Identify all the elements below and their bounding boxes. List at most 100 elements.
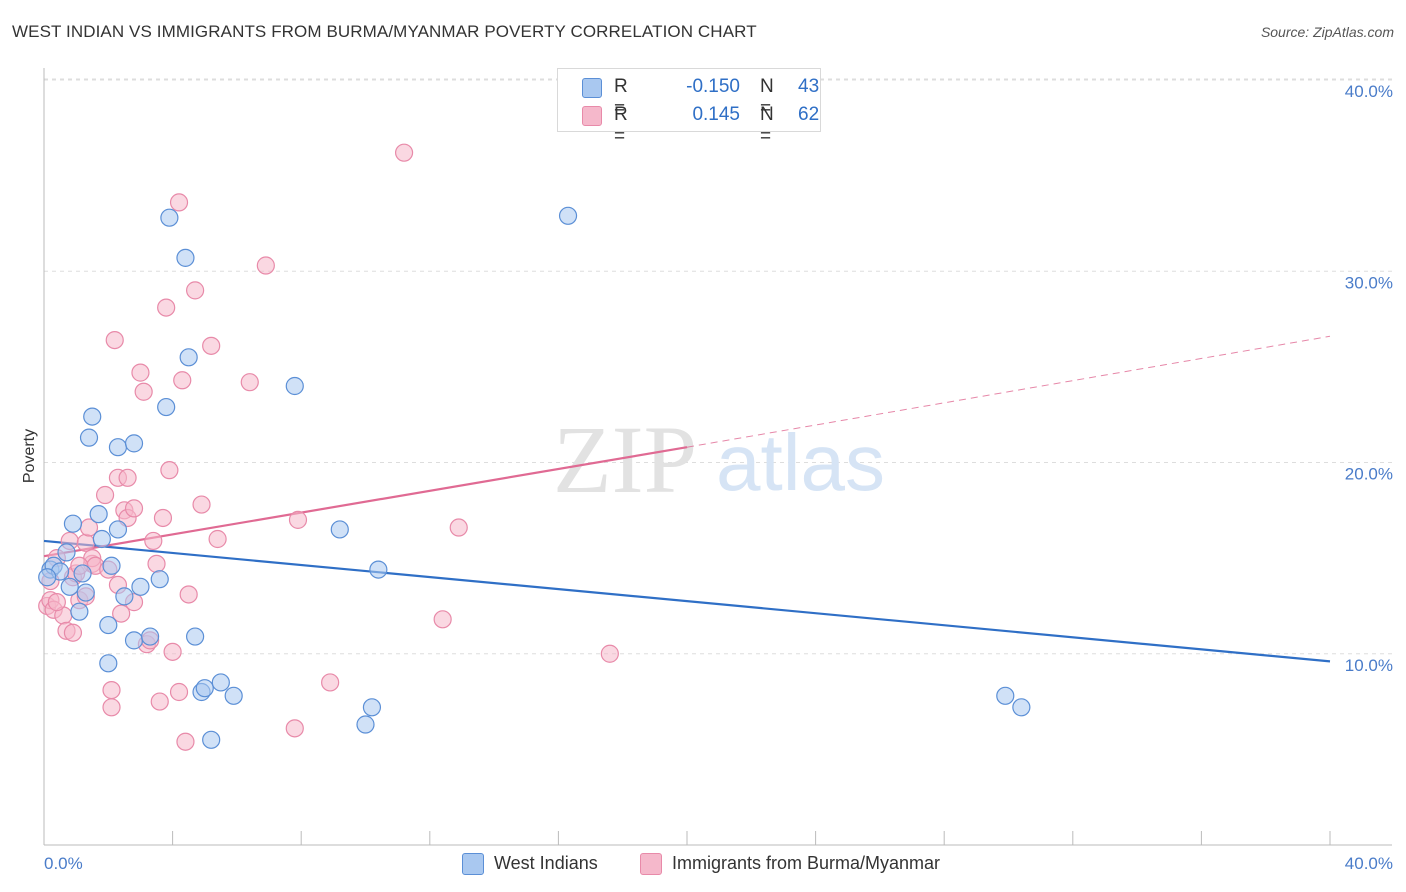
west-indian-point[interactable] xyxy=(115,587,134,606)
r-label: R = xyxy=(614,76,628,119)
burma-point[interactable] xyxy=(600,644,619,663)
west-indian-point[interactable] xyxy=(83,407,102,426)
west-indian-trend-line xyxy=(43,539,1331,663)
west-indian-point[interactable] xyxy=(224,686,243,705)
west-indian-point[interactable] xyxy=(160,208,179,227)
burma-point[interactable] xyxy=(202,336,221,355)
west-indian-point[interactable] xyxy=(157,397,176,417)
data-points xyxy=(38,143,1031,751)
west-indian-point[interactable] xyxy=(63,514,83,533)
burma-point[interactable] xyxy=(208,529,227,549)
west-indian-point[interactable] xyxy=(108,438,128,457)
burma-point[interactable] xyxy=(102,698,121,717)
burma-point[interactable] xyxy=(153,508,173,528)
west-indian-point[interactable] xyxy=(60,577,79,596)
burma-point[interactable] xyxy=(160,461,179,480)
burma-point[interactable] xyxy=(288,510,308,529)
west-indian-point[interactable] xyxy=(76,583,95,602)
watermark-atlas: atlas xyxy=(716,418,885,507)
west-indian-point[interactable] xyxy=(356,715,375,734)
west-indian-point[interactable] xyxy=(179,348,198,367)
west-indian-point[interactable] xyxy=(362,698,382,717)
burma-point[interactable] xyxy=(173,371,192,390)
burma-point[interactable] xyxy=(163,642,182,661)
west-indian-point[interactable] xyxy=(558,206,578,225)
west-indian-point[interactable] xyxy=(79,428,99,447)
west-indian-point[interactable] xyxy=(131,577,150,596)
burma-point[interactable] xyxy=(95,485,115,505)
burma-point[interactable] xyxy=(131,363,150,382)
west-indian-point[interactable] xyxy=(195,679,214,698)
west-indian-point[interactable] xyxy=(996,686,1015,705)
r-value: 0.145 xyxy=(692,104,740,125)
west-indian-point[interactable] xyxy=(285,376,304,396)
n-label: N = xyxy=(760,76,774,119)
y-axis-label: Poverty xyxy=(21,429,38,483)
burma-point[interactable] xyxy=(157,298,176,317)
watermark: ZIP atlas xyxy=(553,406,885,513)
burma-point[interactable] xyxy=(192,495,211,514)
burma-point[interactable] xyxy=(112,604,131,623)
burma-point[interactable] xyxy=(144,531,163,551)
burma-point[interactable] xyxy=(76,533,95,552)
legend-label: Immigrants from Burma/Myanmar xyxy=(672,853,941,873)
burma-point[interactable] xyxy=(240,373,259,392)
burma-point[interactable] xyxy=(394,143,414,162)
west-indian-point[interactable] xyxy=(186,627,205,646)
west-indian-point[interactable] xyxy=(140,627,160,646)
burma-point[interactable] xyxy=(169,682,189,702)
west-indian-point[interactable] xyxy=(124,631,144,650)
n-label: N = xyxy=(760,104,774,147)
west-indian-point[interactable] xyxy=(38,568,57,587)
burma-point[interactable] xyxy=(102,680,121,700)
burma-point[interactable] xyxy=(105,331,124,350)
legend-swatch-pink xyxy=(640,853,662,875)
burma-point[interactable] xyxy=(449,518,468,537)
burma-point[interactable] xyxy=(321,673,340,692)
burma-point[interactable] xyxy=(118,468,137,487)
west-indian-point[interactable] xyxy=(211,673,230,692)
burma-point[interactable] xyxy=(63,623,83,642)
burma-point[interactable] xyxy=(186,281,205,300)
series-legend: West Indians Immigrants from Burma/Myanm… xyxy=(0,852,1406,878)
west-indian-point[interactable] xyxy=(202,730,221,749)
legend-swatch-blue xyxy=(582,78,602,98)
west-indian-point[interactable] xyxy=(369,560,388,579)
burma-point[interactable] xyxy=(169,193,189,212)
burma-point[interactable] xyxy=(150,692,169,711)
legend-swatch-blue xyxy=(462,853,484,875)
burma-trend-extrapolation xyxy=(686,335,1331,448)
burma-point[interactable] xyxy=(147,554,166,573)
west-indian-point[interactable] xyxy=(73,564,92,583)
chart-title: WEST INDIAN VS IMMIGRANTS FROM BURMA/MYA… xyxy=(12,22,757,41)
west-indian-point[interactable] xyxy=(99,654,118,673)
west-indian-point[interactable] xyxy=(57,543,76,562)
burma-point[interactable] xyxy=(256,256,275,275)
y-tick-label: 20.0% xyxy=(1345,465,1393,484)
west-indian-point[interactable] xyxy=(330,520,349,539)
y-tick-labels: 10.0% 20.0% 30.0% 40.0% xyxy=(1345,82,1393,675)
west-indian-point[interactable] xyxy=(99,615,118,635)
r-value: -0.150 xyxy=(686,76,740,97)
n-value: 43 xyxy=(798,76,820,97)
west-indian-point[interactable] xyxy=(108,520,128,539)
burma-point[interactable] xyxy=(285,719,304,738)
x-tick-labels: 0.0% 40.0% xyxy=(44,854,1393,873)
burma-point[interactable] xyxy=(433,610,452,629)
west-indian-point[interactable] xyxy=(1012,698,1031,717)
burma-point[interactable] xyxy=(134,382,153,401)
burma-point[interactable] xyxy=(176,732,195,751)
source-note: Source: ZipAtlas.com xyxy=(1260,24,1394,40)
west-indian-point[interactable] xyxy=(89,505,108,524)
legend-swatch-pink xyxy=(582,106,602,126)
west-indian-point[interactable] xyxy=(176,248,195,267)
watermark-zip: ZIP xyxy=(553,406,697,513)
west-indian-point[interactable] xyxy=(124,434,144,453)
burma-point[interactable] xyxy=(124,499,144,518)
burma-point[interactable] xyxy=(179,585,198,604)
west-indian-point[interactable] xyxy=(70,602,89,621)
burma-point[interactable] xyxy=(47,593,66,612)
west-indian-point[interactable] xyxy=(150,570,169,589)
west-indian-point[interactable] xyxy=(102,556,121,575)
west-indian-point[interactable] xyxy=(92,529,111,549)
